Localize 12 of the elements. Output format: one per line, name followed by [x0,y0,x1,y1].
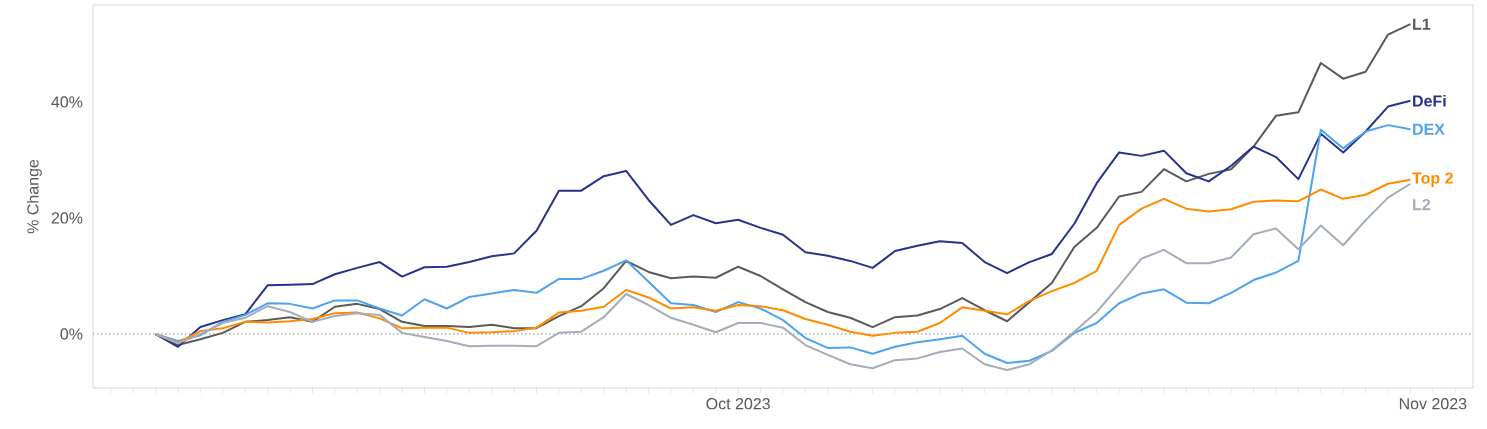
line-series [154,182,1412,372]
x-tick-label: Nov 2023 [1399,398,1467,410]
y-tick-label: 40% [51,96,83,108]
series-label: L2 [1413,198,1431,211]
series-label: L1 [1413,18,1431,30]
series-label: Top 2 [1412,172,1453,187]
y-tick-label: 20% [51,212,83,224]
x-tick-label: Oct 2023 [706,398,770,410]
y-tick-label: 0% [60,328,83,340]
y-axis-title: % Change [26,159,42,234]
series-label: DeFi [1413,94,1446,107]
series-label: DEX [1413,123,1445,135]
